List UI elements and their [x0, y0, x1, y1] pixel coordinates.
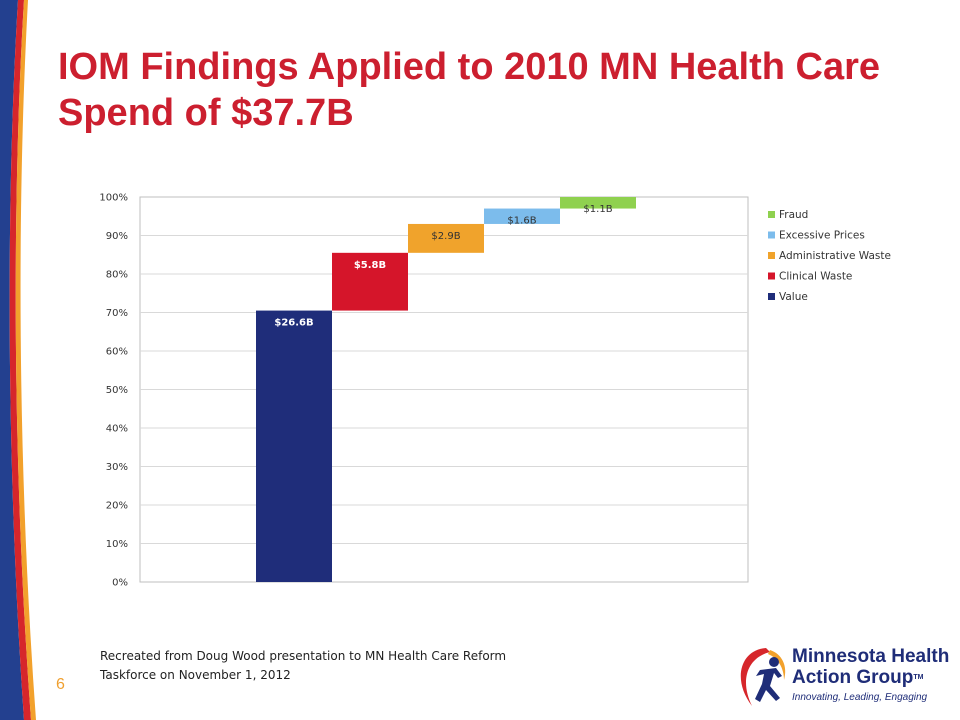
- bars: [256, 197, 636, 582]
- stripe-blue: [0, 0, 24, 720]
- legend-label-excessive-prices: Excessive Prices: [779, 230, 865, 242]
- logo-trademark: TM: [913, 674, 924, 681]
- slide-number: 6: [56, 676, 65, 693]
- stripe-red: [9, 0, 31, 720]
- legend-swatch-fraud: [768, 211, 775, 218]
- data-label-value: $26.6B: [274, 318, 313, 329]
- y-tick-label: 50%: [106, 385, 128, 396]
- legend-swatch-value: [768, 293, 775, 300]
- y-axis-tick-labels: 0% 10% 20% 30% 40% 50% 60% 70% 80% 90% 100%: [99, 193, 128, 589]
- y-tick-label: 90%: [106, 231, 128, 242]
- legend-swatch-excessive-prices: [768, 231, 775, 239]
- logo-line-2-text: Action Group: [792, 667, 914, 688]
- data-label-administrative-waste: $2.9B: [431, 231, 460, 242]
- legend-label-administrative-waste: Administrative Waste: [779, 250, 891, 262]
- bar-administrative-waste: [408, 223, 484, 253]
- stripe-orange: [15, 0, 36, 720]
- y-tick-label: 80%: [106, 270, 128, 281]
- bar-value: [256, 310, 332, 582]
- y-tick-label: 20%: [106, 501, 128, 512]
- mn-health-action-group-logo: Minnesota Health Action GroupTM Innovati…: [730, 640, 955, 715]
- y-tick-label: 40%: [106, 424, 128, 435]
- y-tick-label: 30%: [106, 462, 128, 473]
- logo-line-2: Action GroupTM: [792, 667, 924, 689]
- data-label-fraud: $1.1B: [583, 204, 612, 215]
- y-tick-label: 100%: [99, 193, 128, 204]
- bar-excessive-prices: [484, 208, 560, 224]
- logo-line-1: Minnesota Health: [792, 646, 950, 667]
- y-tick-label: 10%: [106, 539, 128, 550]
- runner-swoosh-icon: [740, 648, 786, 706]
- legend-label-fraud: Fraud: [779, 209, 808, 221]
- legend-swatch-administrative-waste: [768, 252, 775, 259]
- y-tick-label: 0%: [112, 578, 128, 589]
- decorative-side-stripe: [0, 0, 36, 720]
- legend-label-value: Value: [779, 291, 808, 303]
- legend: Fraud Excessive Prices Administrative Wast…: [768, 209, 891, 303]
- slide-title: IOM Findings Applied to 2010 MN Health C…: [58, 46, 881, 134]
- bar-clinical-waste: [332, 252, 408, 311]
- y-tick-label: 70%: [106, 308, 128, 319]
- logo-tagline: Innovating, Leading, Engaging: [792, 692, 928, 703]
- bar-fraud: [560, 197, 636, 209]
- y-tick-label: 60%: [106, 347, 128, 358]
- source-note: Recreated from Doug Wood presentation to…: [100, 649, 507, 682]
- data-label-clinical-waste: $5.8B: [354, 260, 386, 271]
- data-label-excessive-prices: $1.6B: [507, 216, 536, 227]
- legend-label-clinical-waste: Clinical Waste: [779, 271, 852, 283]
- legend-swatch-clinical-waste: [768, 272, 775, 280]
- bar-data-labels: $26.6B $5.8B $2.9B $1.6B $1.1B: [274, 204, 612, 329]
- gridlines: [140, 235, 748, 544]
